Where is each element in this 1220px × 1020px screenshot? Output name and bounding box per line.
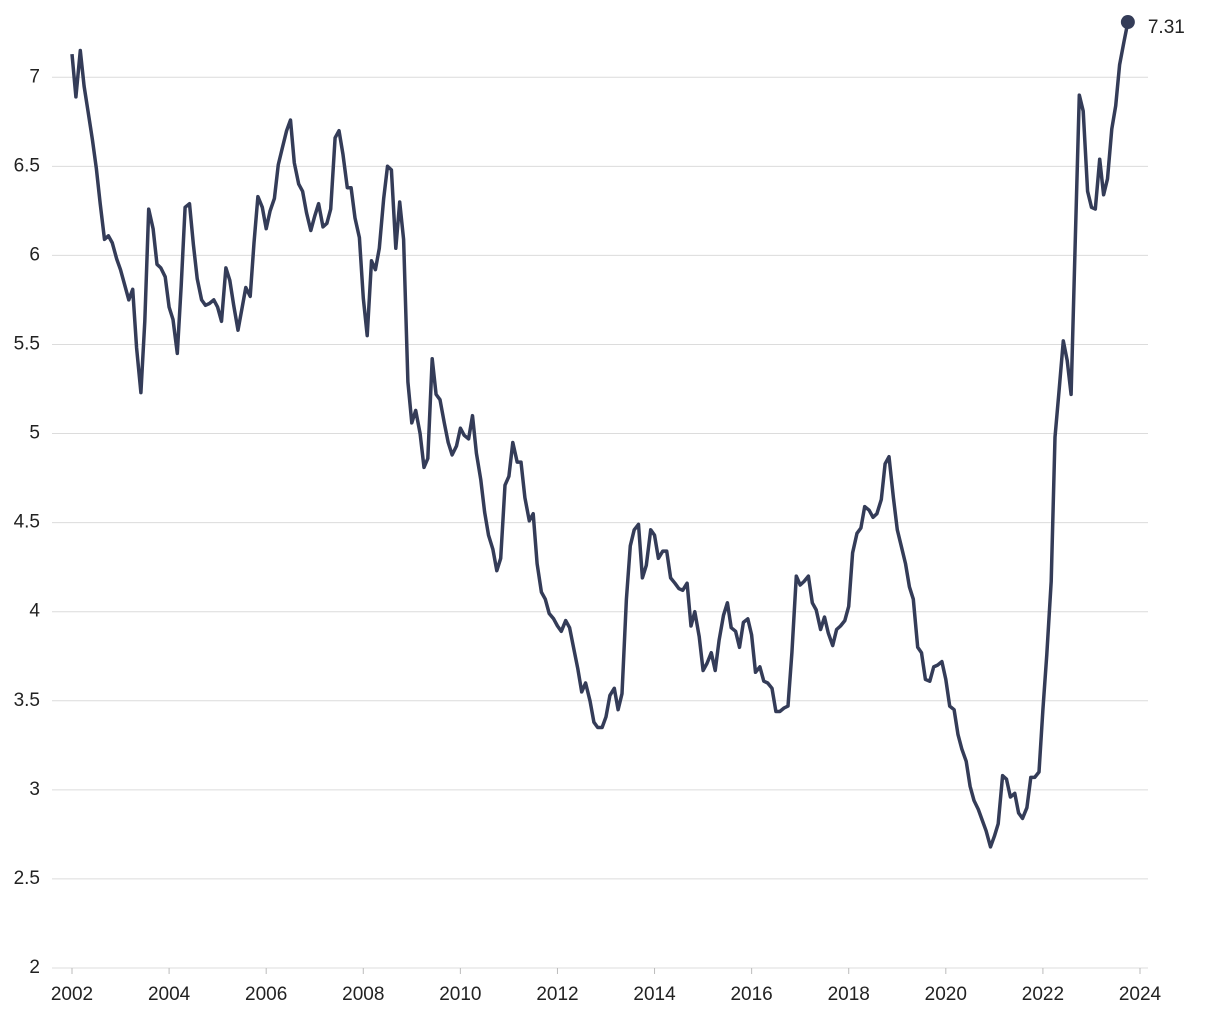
y-tick-label: 5 (29, 423, 40, 444)
y-tick-label: 2 (29, 957, 40, 978)
y-tick-label: 6 (29, 244, 40, 265)
x-tick-label: 2008 (342, 984, 384, 1005)
line-series (70, 21, 1130, 849)
x-tick-label: 2018 (828, 984, 870, 1005)
y-tick-label: 3 (29, 779, 40, 800)
x-tick-label: 2014 (633, 984, 676, 1005)
y-tick-label: 3.5 (14, 690, 40, 711)
y-tick-label: 5.5 (14, 333, 40, 354)
y-tick-label: 2.5 (14, 868, 40, 889)
x-tick-label: 2010 (439, 984, 481, 1005)
x-tick-label: 2002 (51, 984, 93, 1005)
y-tick-label: 6.5 (14, 155, 40, 176)
x-tick-label: 2006 (245, 984, 287, 1005)
x-tick-label: 2004 (148, 984, 191, 1005)
x-tick-label: 2012 (536, 984, 578, 1005)
y-tick-label: 4 (29, 601, 40, 622)
x-tick-label: 2016 (730, 984, 772, 1005)
x-tick-label: 2020 (925, 984, 967, 1005)
y-tick-label: 7 (29, 66, 40, 87)
y-tick-label: 4.5 (14, 512, 40, 533)
x-tick-label: 2024 (1119, 984, 1162, 1005)
x-tick-label: 2022 (1022, 984, 1064, 1005)
end-label: 7.31 (1148, 17, 1185, 38)
end-point (1120, 15, 1135, 30)
